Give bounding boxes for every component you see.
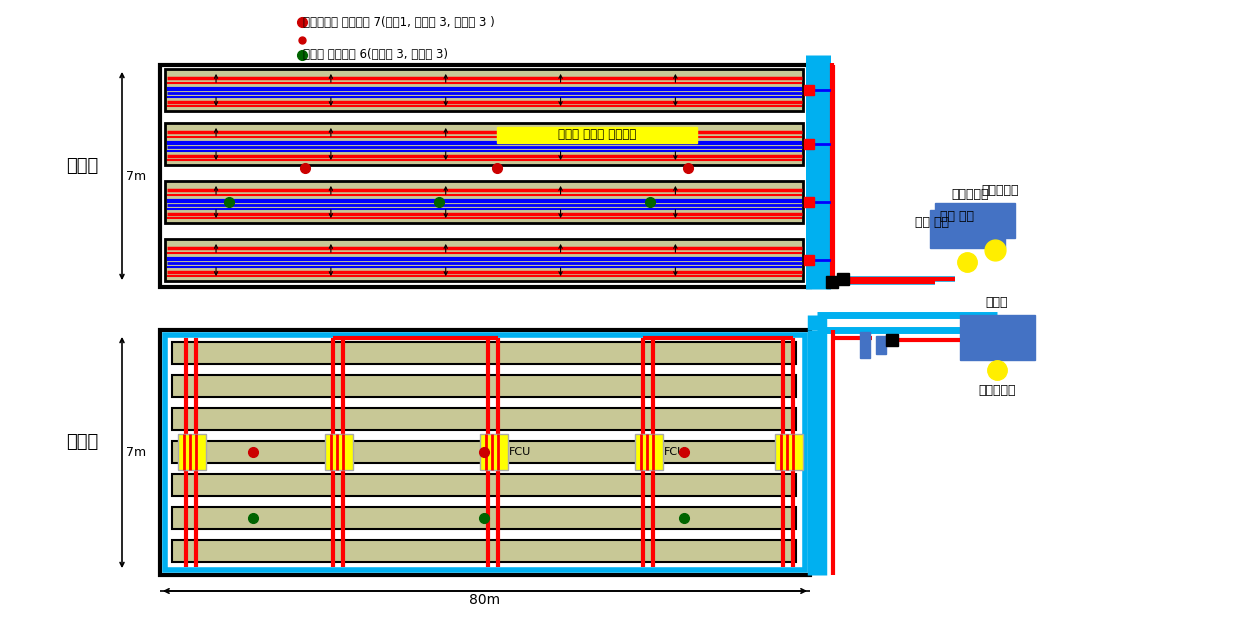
Bar	[172, 507, 796, 529]
Text: 순환 펌프: 순환 펌프	[940, 211, 974, 223]
Bar	[804, 139, 814, 149]
Bar	[172, 342, 796, 364]
Bar	[161, 330, 810, 575]
Bar	[804, 197, 814, 207]
Text: 온수보일러: 온수보일러	[978, 384, 1016, 397]
Text: 생장점 추종형 자동덕트: 생장점 추종형 자동덕트	[558, 128, 636, 141]
Bar	[877, 336, 887, 354]
Text: 유량계: 유량계	[986, 296, 1008, 309]
Bar	[161, 65, 810, 287]
Bar	[860, 332, 870, 358]
Bar	[961, 315, 1035, 360]
Text: FCU: FCU	[663, 447, 686, 457]
Bar	[172, 375, 796, 397]
Bar	[930, 210, 1004, 248]
Bar	[635, 434, 663, 470]
Bar	[172, 408, 796, 430]
Text: 80m: 80m	[469, 593, 500, 607]
Bar	[172, 441, 796, 463]
Bar	[804, 85, 814, 95]
Bar	[497, 127, 697, 143]
Text: FCU: FCU	[509, 447, 532, 457]
Text: 온수보일러: 온수보일러	[952, 188, 988, 202]
Bar	[166, 69, 803, 111]
Text: 생장부 온습도계 6(처리구 3, 대조구 3): 생장부 온습도계 6(처리구 3, 대조구 3)	[303, 48, 448, 61]
Bar	[775, 434, 803, 470]
Bar	[166, 335, 805, 570]
Bar	[935, 203, 1014, 238]
Bar	[325, 434, 352, 470]
Text: 7m: 7m	[125, 446, 145, 459]
Text: 순환 펌프: 순환 펌프	[915, 216, 949, 229]
Bar	[166, 181, 803, 223]
Text: 온실내외부 온습도계 7(외부1, 처리구 3, 대조구 3 ): 온실내외부 온습도계 7(외부1, 처리구 3, 대조구 3 )	[303, 16, 495, 29]
Bar	[804, 255, 814, 265]
Bar	[172, 540, 796, 562]
Bar	[172, 474, 796, 496]
Bar	[166, 239, 803, 281]
Text: 시험구: 시험구	[66, 157, 98, 175]
Text: 7m: 7m	[125, 169, 145, 182]
Bar	[178, 434, 206, 470]
Bar	[166, 123, 803, 165]
Bar	[480, 434, 508, 470]
Text: 온수보일러: 온수보일러	[981, 184, 1018, 197]
Text: 대조구: 대조구	[66, 433, 98, 451]
